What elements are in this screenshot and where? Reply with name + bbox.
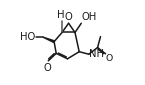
Text: O: O: [106, 54, 113, 63]
Text: HO: HO: [20, 32, 36, 42]
Text: NH: NH: [89, 49, 104, 59]
Polygon shape: [43, 37, 55, 42]
Text: O: O: [44, 63, 52, 73]
Text: O: O: [65, 12, 72, 22]
Text: OH: OH: [82, 12, 97, 22]
Text: H: H: [57, 10, 64, 20]
